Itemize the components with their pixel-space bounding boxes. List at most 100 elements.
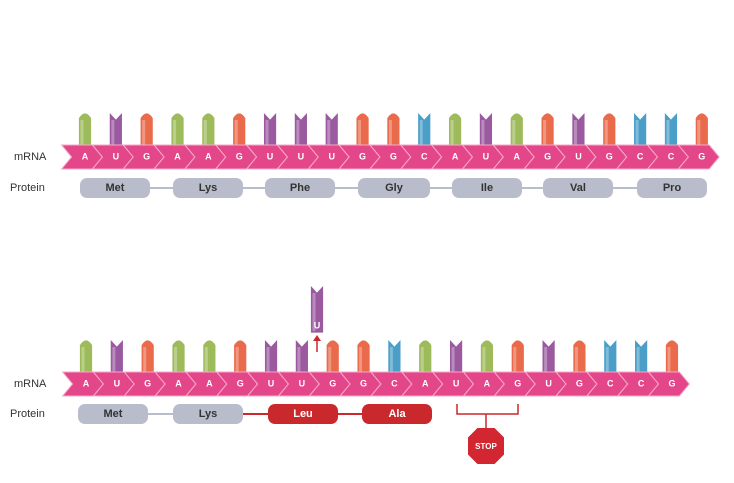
amino-acid: [173, 178, 243, 198]
stop-bracket: [456, 404, 519, 415]
pillar-shade: [481, 120, 485, 147]
nucleotide-pillar: [202, 339, 217, 377]
deletion-arrowhead: [313, 335, 321, 341]
pillar-shade: [173, 120, 177, 147]
nucleotide-pillar: [293, 110, 308, 150]
amino-acid: [265, 178, 335, 198]
nucleotide-pillar: [232, 112, 247, 150]
pillar-shade: [451, 347, 455, 374]
nucleotide-letter: G: [606, 151, 613, 161]
nucleotide-letter: G: [668, 378, 675, 388]
amino-acid: [637, 178, 707, 198]
nucleotide-letter: G: [698, 151, 705, 161]
nucleotide-letter: G: [144, 378, 151, 388]
nucleotide-letter: U: [545, 378, 552, 388]
nucleotide-pillar: [417, 110, 432, 150]
nucleotide-pillar: [571, 110, 586, 150]
nucleotide-pillar: [109, 337, 124, 377]
nucleotide-letter: U: [113, 151, 120, 161]
amino-acid: [268, 404, 338, 424]
pillar-shade: [419, 120, 423, 147]
amino-acid: [543, 178, 613, 198]
pillar-shade: [512, 120, 516, 147]
nucleotide-pillar: [324, 110, 339, 150]
pillar-shade: [296, 120, 300, 147]
nucleotide-pillar: [509, 112, 524, 150]
pillar-shade: [666, 120, 670, 147]
nucleotide-letter: C: [637, 151, 644, 161]
pillar-shade: [359, 347, 363, 374]
nucleotide-letter: G: [236, 151, 243, 161]
pillar-shade: [142, 120, 146, 147]
nucleotide-letter: C: [638, 378, 645, 388]
nucleotide-letter: A: [484, 378, 491, 388]
pillar-shade: [358, 120, 362, 147]
nucleotide-letter: A: [82, 151, 89, 161]
nucleotide-letter: A: [422, 378, 429, 388]
nucleotide-letter: U: [267, 151, 274, 161]
pillar-shade: [604, 120, 608, 147]
amino-acid-label: Lys: [199, 182, 218, 194]
pillar-shade: [573, 120, 577, 147]
pillar-shade: [544, 347, 548, 374]
pillar-shade: [605, 347, 609, 374]
nucleotide-pillar: [449, 337, 463, 377]
mrna-label: mRNA: [14, 378, 47, 390]
protein-label: Protein: [10, 408, 45, 420]
pillar-shade: [174, 347, 178, 374]
nucleotide-letter: U: [328, 151, 335, 161]
pillar-shade: [112, 347, 116, 374]
nucleotide-letter: U: [114, 378, 121, 388]
nucleotide-pillar: [263, 110, 277, 150]
pillar-shade: [81, 347, 85, 374]
nucleotide-letter: G: [359, 151, 366, 161]
nucleotide-letter: U: [268, 378, 275, 388]
nucleotide-letter: G: [514, 378, 521, 388]
mrna-segment: [677, 144, 720, 170]
nucleotide-letter: A: [206, 378, 213, 388]
amino-acid: [452, 178, 522, 198]
nucleotide-letter: U: [453, 378, 460, 388]
amino-acid-label: Ile: [481, 182, 493, 194]
pillar-shade: [513, 347, 517, 374]
amino-acid-label: Ala: [388, 408, 406, 420]
pillar-shade: [203, 120, 207, 147]
nucleotide-pillar: [170, 112, 185, 150]
pillar-shade: [635, 120, 639, 147]
pillar-shade: [297, 347, 301, 374]
nucleotide-letter: G: [237, 378, 244, 388]
nucleotide-pillar: [310, 283, 324, 334]
pillar-shade: [482, 347, 486, 374]
pillar-shade: [667, 347, 671, 374]
amino-acid-label: Met: [106, 182, 125, 194]
amino-acid-label: Pro: [663, 182, 682, 194]
pillar-shade: [143, 347, 147, 374]
nucleotide-letter: G: [329, 378, 336, 388]
pillar-shade: [234, 120, 238, 147]
nucleotide-pillar: [602, 112, 617, 150]
nucleotide-letter: G: [390, 151, 397, 161]
nucleotide-letter: U: [299, 378, 306, 388]
stop-text: STOP: [475, 442, 497, 451]
nucleotide-pillar: [355, 112, 370, 150]
amino-acid-label: Met: [104, 408, 123, 420]
deleted-nucleotide: U: [314, 320, 321, 330]
nucleotide-pillar: [201, 112, 216, 150]
nucleotide-pillar: [541, 337, 556, 377]
pillar-shade: [543, 120, 547, 147]
nucleotide-letter: A: [83, 378, 90, 388]
nucleotide-letter: U: [575, 151, 582, 161]
pillar-shade: [636, 347, 640, 374]
nucleotide-pillar: [418, 339, 433, 377]
pillar-shade: [420, 347, 424, 374]
nucleotide-pillar: [108, 110, 123, 150]
nucleotide-pillar: [140, 339, 155, 377]
pillar-shade: [312, 293, 316, 331]
nucleotide-letter: G: [544, 151, 551, 161]
stop-sign: [466, 426, 506, 466]
pillar-shade: [574, 347, 578, 374]
amino-acid: [78, 404, 148, 424]
pillar-shade: [80, 120, 84, 147]
amino-acid-label: Phe: [290, 182, 310, 194]
